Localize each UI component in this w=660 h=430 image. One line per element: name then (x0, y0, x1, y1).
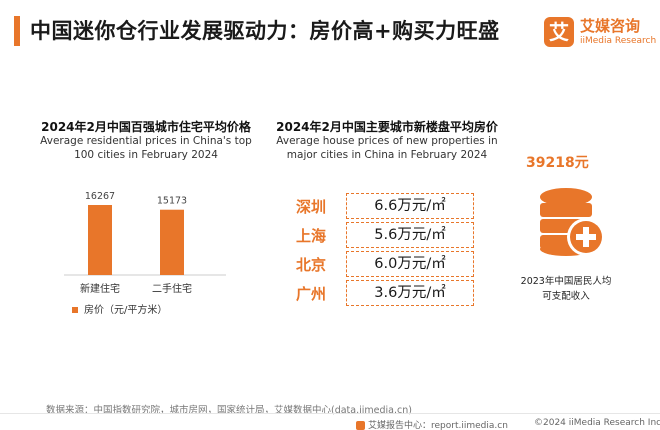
data-label-1: 15173 (157, 196, 187, 207)
brand-logo: 艾 艾媒咨询 iiMedia Research (544, 15, 657, 51)
brand-small-icon (356, 421, 365, 430)
page-title: 中国迷你仓行业发展驱动力：房价高+购买力旺盛 (30, 19, 500, 43)
title-accent-bar (14, 16, 20, 46)
legend-swatch (72, 307, 78, 313)
data-source: 数据来源：中国指数研究院，城市房网，国家统计局，艾媒数据中心(data.iime… (46, 405, 412, 416)
category-label-1: 二手住宅 (152, 282, 192, 295)
data-label-0: 16267 (85, 191, 115, 202)
left-panel-subtitle: Average residential prices in China's to… (40, 135, 252, 161)
income-label: 2023年中国居民人均可支配收入 (520, 276, 612, 302)
city-row-beijing: 北京 6.0万元/㎡ (296, 251, 486, 277)
coins-plus-icon (540, 188, 605, 256)
brand-name-en: iiMedia Research (580, 36, 657, 46)
city-price: 6.6万元/㎡ (346, 193, 474, 219)
middle-panel-subtitle: Average house prices of new properties i… (276, 135, 498, 161)
city-row-guangzhou: 广州 3.6万元/㎡ (296, 280, 486, 306)
city-row-shenzhen: 深圳 6.6万元/㎡ (296, 193, 486, 219)
brand-mark-icon: 艾 (544, 17, 574, 47)
bar-0 (88, 205, 112, 275)
city-row-shanghai: 上海 5.6万元/㎡ (296, 222, 486, 248)
report-site-text: 艾媒报告中心：report.iimedia.cn (368, 421, 508, 430)
legend-label: 房价（元/平方米） (84, 305, 168, 316)
chart-legend: 房价（元/平方米） (72, 301, 167, 316)
city-name: 深圳 (296, 198, 327, 216)
city-name: 广州 (296, 285, 327, 303)
city-name: 北京 (296, 256, 327, 274)
copyright: ©2024 iiMedia Research Inc (534, 418, 660, 428)
left-panel-title: 2024年2月中国百强城市住宅平均价格 (41, 120, 251, 134)
footer-divider (0, 413, 660, 414)
city-price: 6.0万元/㎡ (346, 251, 474, 277)
report-site: 艾媒报告中心：report.iimedia.cn (356, 418, 508, 430)
income-value: 39218元 (526, 155, 589, 171)
price-bar-chart: 16267 新建住宅 15173 二手住宅 (64, 191, 226, 295)
bar-1 (160, 209, 184, 275)
city-price: 5.6万元/㎡ (346, 222, 474, 248)
city-name: 上海 (296, 227, 327, 245)
city-price: 3.6万元/㎡ (346, 280, 474, 306)
middle-panel-title: 2024年2月中国主要城市新楼盘平均房价 (276, 120, 498, 134)
category-label-0: 新建住宅 (80, 282, 120, 295)
brand-name-cn: 艾媒咨询 (580, 17, 641, 35)
